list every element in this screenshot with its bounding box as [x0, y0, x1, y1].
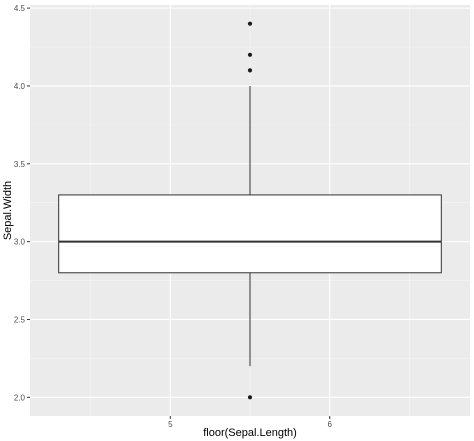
- y-tick-label: 3.0: [14, 238, 26, 247]
- box-marks: [58, 21, 442, 400]
- x-tick-label: 5: [168, 420, 173, 429]
- y-axis-title: Sepal.Width: [2, 181, 14, 240]
- y-tick-label: 4.5: [14, 4, 26, 13]
- y-axis-ticks: 2.0 2.5 3.0 3.5 4.0 4.5: [14, 4, 30, 402]
- y-tick-label: 2.0: [14, 393, 26, 402]
- y-tick-label: 4.0: [14, 82, 26, 91]
- y-tick-label: 2.5: [14, 315, 26, 324]
- box-body: [58, 194, 442, 274]
- outlier-point: [247, 395, 253, 400]
- outlier-point: [247, 52, 253, 57]
- y-tick-label: 3.5: [14, 160, 26, 169]
- outlier-point: [247, 21, 253, 26]
- outlier-point: [247, 68, 253, 73]
- x-axis-title: floor(Sepal.Length): [203, 427, 297, 439]
- x-tick-label: 6: [327, 420, 332, 429]
